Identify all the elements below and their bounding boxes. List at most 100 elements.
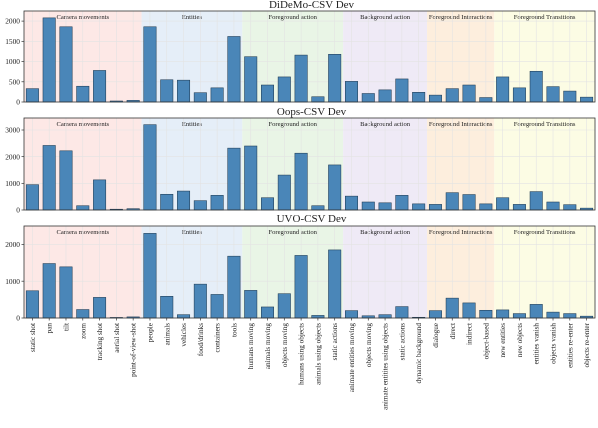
- group-band: [242, 226, 344, 318]
- y-tick-label: 3000: [5, 126, 20, 135]
- x-tick-label: static shot: [29, 323, 37, 352]
- bar: [143, 233, 157, 319]
- group-band: [494, 226, 595, 318]
- chart-panel: Camera movements Entities Foreground actio…: [5, 0, 596, 107]
- y-tick-label: 1000: [5, 57, 20, 66]
- x-tick-label: entities vanish: [533, 323, 541, 365]
- x-tick-label: humans moving: [247, 323, 255, 370]
- x-tick-label: humans using objects: [298, 323, 306, 385]
- bar: [395, 78, 409, 103]
- bar: [294, 152, 308, 211]
- bar: [328, 249, 342, 319]
- x-tick-label: pan: [46, 323, 54, 334]
- bar: [462, 302, 476, 319]
- x-tick-label: objects vanish: [550, 323, 558, 364]
- x-tick-label: new entities: [499, 323, 507, 358]
- x-tick-label: new objects: [516, 323, 524, 357]
- bar: [512, 87, 526, 103]
- bar: [479, 309, 493, 319]
- panel-title: DiDeMo-CSV Dev: [269, 0, 355, 11]
- x-tick-label: vehicles: [180, 323, 188, 347]
- bar: [59, 26, 73, 103]
- bar: [261, 197, 275, 211]
- bar: [496, 76, 510, 103]
- group-label: Entities: [182, 121, 203, 128]
- bar: [193, 92, 207, 103]
- x-tick-label: tilt: [62, 323, 70, 331]
- group-band: [427, 226, 495, 318]
- bar: [25, 88, 39, 103]
- bar: [160, 296, 174, 319]
- bar: [361, 93, 375, 103]
- bar: [563, 204, 577, 211]
- bar: [143, 26, 157, 103]
- group-label: Entities: [182, 14, 203, 21]
- x-tick-label: point-of-view-shot: [130, 323, 138, 377]
- bar: [378, 314, 392, 319]
- bar: [445, 88, 459, 103]
- bar: [25, 290, 39, 319]
- bar: [59, 150, 73, 211]
- bar: [546, 311, 560, 319]
- bar: [445, 192, 459, 211]
- x-tick-label: entities re-enter: [566, 322, 574, 368]
- x-tick-label: tracking shot: [96, 323, 104, 360]
- group-label: Foreground action: [268, 229, 317, 236]
- bar: [563, 90, 577, 103]
- x-tick-label: animate entitites using objects: [382, 323, 390, 410]
- group-label: Foreground Transitions: [514, 121, 576, 128]
- group-label: Background action: [360, 121, 411, 128]
- x-tick-label: indirect: [466, 323, 474, 345]
- bar: [294, 255, 308, 319]
- group-band: [427, 11, 495, 102]
- bar: [361, 201, 375, 211]
- bar: [210, 294, 224, 319]
- x-tick-label: animals using objects: [314, 323, 322, 385]
- bar: [328, 164, 342, 211]
- chart-panel: Camera movements Entities Foreground actio…: [5, 106, 596, 215]
- bar: [160, 79, 174, 103]
- x-tick-label: objects re-enter: [583, 322, 591, 367]
- bar: [311, 96, 325, 103]
- bar: [378, 202, 392, 211]
- y-tick-label: 1500: [5, 37, 20, 46]
- x-tick-label: objects moving: [281, 323, 289, 368]
- bar: [462, 194, 476, 211]
- bar: [512, 313, 526, 319]
- y-tick-label: 0: [16, 314, 20, 323]
- group-band: [141, 226, 243, 318]
- bar: [93, 297, 107, 319]
- group-label: Foreground Transitions: [514, 14, 576, 21]
- bar: [177, 190, 191, 211]
- group-label: Foreground action: [268, 121, 317, 128]
- bar: [277, 174, 291, 211]
- group-label: Foreground Interactions: [429, 14, 493, 21]
- bar: [328, 54, 342, 103]
- bar: [277, 293, 291, 319]
- group-label: Foreground Transitions: [514, 229, 576, 236]
- bar: [378, 89, 392, 103]
- y-tick-label: 0: [16, 206, 20, 215]
- bar: [344, 81, 358, 103]
- bar: [311, 205, 325, 211]
- axis-frame: [23, 117, 596, 211]
- y-tick-label: 2000: [5, 240, 20, 249]
- bar: [344, 195, 358, 211]
- bar: [428, 310, 442, 319]
- x-tick-label: animate entities moving: [348, 323, 356, 392]
- bar: [76, 205, 90, 211]
- bar: [395, 306, 409, 319]
- y-tick-label: 1000: [5, 179, 20, 188]
- bar: [546, 86, 560, 103]
- bar: [227, 36, 241, 103]
- y-tick-label: 1000: [5, 277, 20, 286]
- bar: [177, 79, 191, 103]
- bar: [428, 94, 442, 103]
- y-tick-label: 0: [16, 98, 20, 107]
- y-tick-label: 500: [9, 77, 20, 86]
- group-band: [242, 11, 344, 102]
- panel-title: Oops-CSV Dev: [277, 106, 347, 118]
- bar: [25, 184, 39, 211]
- bar: [529, 70, 543, 103]
- bar: [529, 191, 543, 211]
